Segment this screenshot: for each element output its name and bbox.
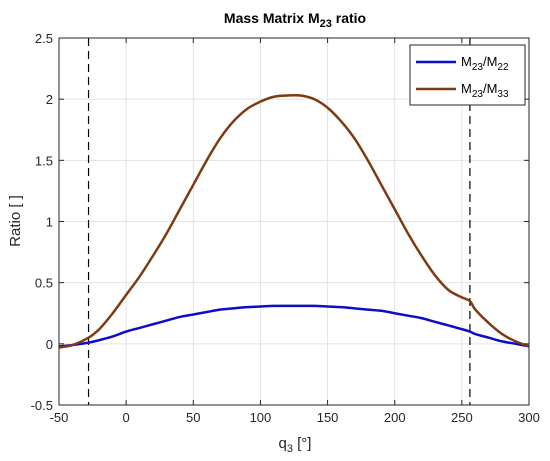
legend-label-m23-m33-sub1: 23 [472,89,484,100]
y-tick-label: 0.5 [35,276,53,291]
legend: M23/M22 M23/M33 [409,44,526,106]
y-axis-title: Ratio [ ] [7,195,24,247]
x-tick-label: 250 [451,410,473,425]
legend-box [409,44,526,106]
legend-label-m23-m33-base: M [461,81,472,96]
legend-label-m23-m22-base: M [461,54,472,69]
legend-label-m23-m33: M23/M33 [461,81,509,100]
y-tick-label: 1 [46,215,53,230]
series-layer [58,93,530,349]
x-tick-label: 300 [518,410,540,425]
legend-label-m23-m22-sub1: 23 [472,62,484,73]
chart-title-suffix: ratio [332,10,366,26]
y-tick-label: 1.5 [35,153,53,168]
legend-label-m23-m33-mid: /M [483,81,497,96]
legend-label-m23-m22-sub2: 22 [497,62,509,73]
chart-title: Mass Matrix M23 ratio [224,10,366,30]
series-line-m23-m33 [58,93,530,349]
x-tick-label: 100 [250,410,272,425]
chart-title-base: Mass Matrix M [224,10,320,26]
y-tick-label: 2 [46,92,53,107]
y-tick-label: -0.5 [31,398,53,413]
legend-label-m23-m33-sub2: 33 [497,89,509,100]
x-axis-title-suffix: [°] [293,435,312,452]
y-tick-label: 0 [46,337,53,352]
x-tick-label: 150 [317,410,339,425]
series-line-m23-m22 [58,304,530,348]
legend-label-m23-m22: M23/M22 [461,54,509,73]
y-axis-ticks: -0.5 0 0.5 1 1.5 2 2.5 [31,31,529,413]
x-tick-label: -50 [50,410,69,425]
x-axis-title: q3 [°] [279,435,312,455]
x-tick-label: 0 [123,410,130,425]
legend-label-m23-m22-mid: /M [483,54,497,69]
x-tick-label: 200 [384,410,406,425]
x-axis-ticks: -50 0 50 100 150 200 250 300 [50,38,540,425]
x-tick-label: 50 [186,410,200,425]
x-axis-title-sub: 3 [287,443,293,455]
chart-title-sub: 23 [320,18,332,30]
y-tick-label: 2.5 [35,31,53,46]
x-axis-title-base: q [279,435,287,452]
